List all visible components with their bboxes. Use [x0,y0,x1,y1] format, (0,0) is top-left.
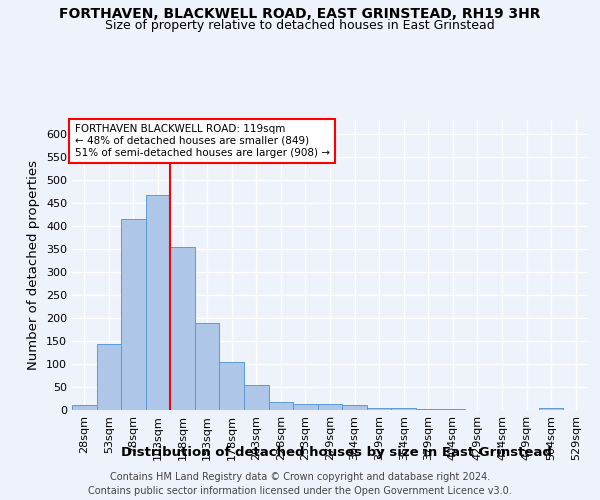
Bar [416,408,440,410]
Bar [318,404,342,410]
Text: Size of property relative to detached houses in East Grinstead: Size of property relative to detached ho… [105,18,495,32]
Bar [342,406,367,410]
Bar [170,246,195,410]
Bar [269,402,293,410]
Text: FORTHAVEN BLACKWELL ROAD: 119sqm
← 48% of detached houses are smaller (849)
51% : FORTHAVEN BLACKWELL ROAD: 119sqm ← 48% o… [74,124,329,158]
Bar [97,344,121,410]
Bar [367,408,391,410]
Bar [195,324,220,410]
Bar [146,194,170,410]
Bar [293,404,318,410]
Bar [121,219,146,410]
Bar [440,409,465,410]
Text: FORTHAVEN, BLACKWELL ROAD, EAST GRINSTEAD, RH19 3HR: FORTHAVEN, BLACKWELL ROAD, EAST GRINSTEA… [59,8,541,22]
Y-axis label: Number of detached properties: Number of detached properties [28,160,40,370]
Bar [539,408,563,410]
Text: Distribution of detached houses by size in East Grinstead: Distribution of detached houses by size … [121,446,551,459]
Bar [220,362,244,410]
Text: Contains HM Land Registry data © Crown copyright and database right 2024.
Contai: Contains HM Land Registry data © Crown c… [88,472,512,496]
Bar [391,408,416,410]
Bar [72,406,97,410]
Bar [244,385,269,410]
